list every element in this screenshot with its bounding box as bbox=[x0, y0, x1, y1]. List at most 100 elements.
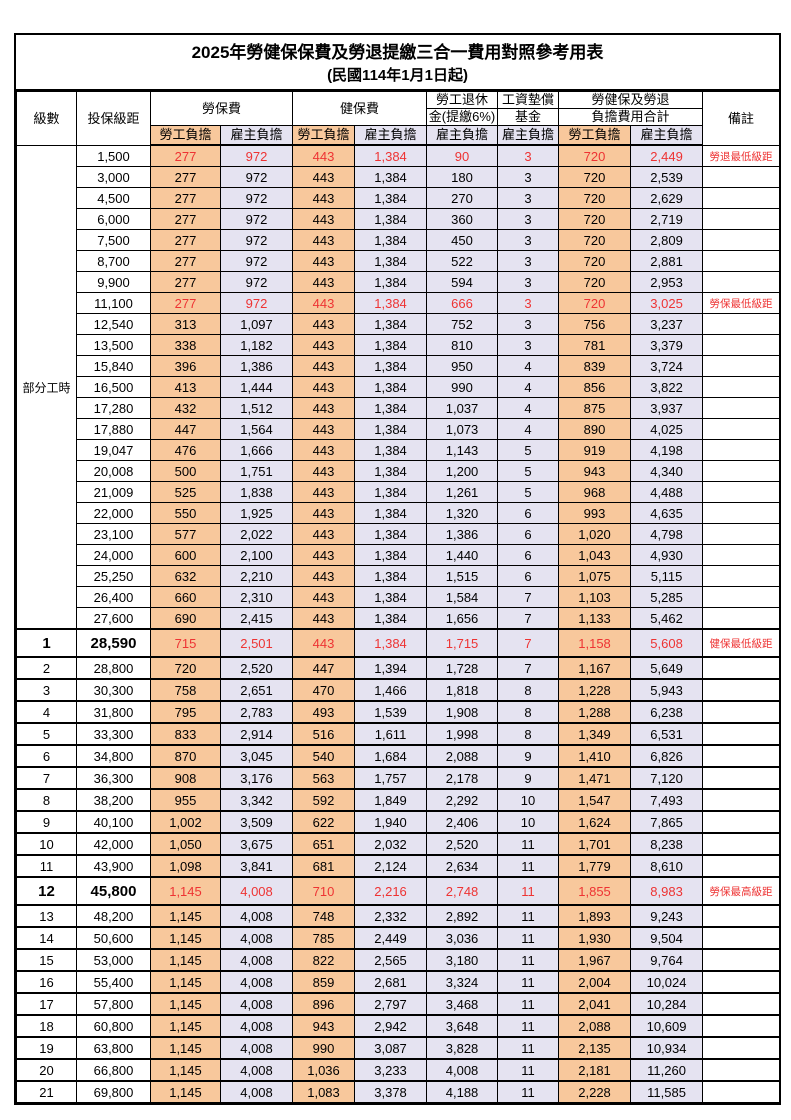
table-row: 11,100 277 972 443 1,384 666 3 720 3,025 勞保最低級距 bbox=[17, 292, 781, 315]
remark-cell bbox=[702, 1058, 781, 1082]
remark-cell bbox=[702, 355, 781, 378]
value-cell: 2,088 bbox=[426, 744, 499, 768]
value-cell: 9 bbox=[497, 744, 560, 768]
value-cell: 2,629 bbox=[630, 187, 704, 210]
value-cell: 10,934 bbox=[630, 1036, 704, 1060]
remark-cell bbox=[702, 904, 781, 928]
salary-bracket-cell: 12,540 bbox=[76, 313, 151, 336]
value-cell: 943 bbox=[558, 460, 632, 483]
value-cell: 720 bbox=[150, 656, 221, 680]
value-cell: 7,493 bbox=[630, 788, 704, 812]
table-row: 部分工時 1,500 277 972 443 1,384 90 3 720 2,449 勞退最低級距 bbox=[16, 144, 781, 630]
table-row: 18 60,800 1,145 4,008 943 2,942 3,648 11 2,088 10… bbox=[16, 1014, 781, 1038]
salary-bracket-cell: 26,400 bbox=[76, 586, 151, 609]
value-cell: 875 bbox=[558, 397, 632, 420]
value-cell: 2,942 bbox=[354, 1014, 428, 1038]
value-cell: 1,384 bbox=[354, 607, 428, 630]
value-cell: 1,145 bbox=[150, 970, 221, 994]
value-cell: 7 bbox=[497, 656, 560, 680]
salary-bracket-cell: 22,000 bbox=[76, 502, 151, 525]
value-cell: 11 bbox=[497, 832, 560, 856]
value-cell: 1,261 bbox=[426, 481, 499, 504]
value-cell: 1,818 bbox=[426, 678, 499, 702]
remark-cell bbox=[702, 1036, 781, 1060]
table-row: 5 33,300 833 2,914 516 1,611 1,998 8 1,349 6,531 bbox=[16, 722, 781, 746]
value-cell: 4,930 bbox=[630, 544, 704, 567]
value-cell: 1,133 bbox=[558, 607, 632, 630]
value-cell: 476 bbox=[150, 439, 221, 462]
remark-cell bbox=[702, 678, 781, 702]
level-cell: 3 bbox=[16, 678, 77, 702]
value-cell: 443 bbox=[292, 229, 356, 252]
value-cell: 3 bbox=[497, 313, 560, 336]
value-cell: 443 bbox=[292, 355, 356, 378]
value-cell: 4,008 bbox=[219, 948, 294, 972]
part-time-group-cell: 部分工時 bbox=[16, 144, 77, 630]
value-cell: 1,384 bbox=[354, 187, 428, 210]
value-cell: 1,564 bbox=[219, 418, 294, 441]
value-cell: 1,967 bbox=[558, 948, 632, 972]
value-cell: 950 bbox=[426, 355, 499, 378]
salary-bracket-cell: 15,840 bbox=[76, 355, 151, 378]
table-row: 24,000 600 2,100 443 1,384 1,440 6 1,043 4,930 bbox=[17, 544, 781, 567]
table-body: 部分工時 1,500 277 972 443 1,384 90 3 720 2,449 勞退最低級距… bbox=[16, 144, 781, 1104]
value-cell: 600 bbox=[150, 544, 221, 567]
value-cell: 2,881 bbox=[630, 250, 704, 273]
value-cell: 5,943 bbox=[630, 678, 704, 702]
value-cell: 720 bbox=[558, 292, 632, 315]
header-total-line2: 負擔費用合計 bbox=[558, 108, 704, 127]
value-cell: 632 bbox=[150, 565, 221, 588]
value-cell: 1,145 bbox=[150, 926, 221, 950]
value-cell: 443 bbox=[292, 187, 356, 210]
value-cell: 4,340 bbox=[630, 460, 704, 483]
value-cell: 516 bbox=[292, 722, 356, 746]
value-cell: 2,449 bbox=[630, 144, 704, 168]
value-cell: 839 bbox=[558, 355, 632, 378]
value-cell: 3,468 bbox=[426, 992, 499, 1016]
value-cell: 8,610 bbox=[630, 854, 704, 878]
value-cell: 622 bbox=[292, 810, 356, 834]
value-cell: 756 bbox=[558, 313, 632, 336]
value-cell: 525 bbox=[150, 481, 221, 504]
salary-bracket-cell: 17,280 bbox=[76, 397, 151, 420]
remark-cell bbox=[702, 970, 781, 994]
header-salary-bracket: 投保級距 bbox=[76, 91, 151, 146]
value-cell: 748 bbox=[292, 904, 356, 928]
value-cell: 3,378 bbox=[354, 1080, 428, 1104]
value-cell: 563 bbox=[292, 766, 356, 790]
value-cell: 2,539 bbox=[630, 166, 704, 189]
value-cell: 1,200 bbox=[426, 460, 499, 483]
value-cell: 1,849 bbox=[354, 788, 428, 812]
value-cell: 972 bbox=[219, 229, 294, 252]
salary-bracket-cell: 48,200 bbox=[76, 904, 151, 928]
value-cell: 443 bbox=[292, 397, 356, 420]
value-cell: 1,098 bbox=[150, 854, 221, 878]
value-cell: 1,050 bbox=[150, 832, 221, 856]
value-cell: 10,024 bbox=[630, 970, 704, 994]
salary-bracket-cell: 50,600 bbox=[76, 926, 151, 950]
remark-cell: 健保最低級距 bbox=[702, 628, 781, 658]
value-cell: 1,855 bbox=[558, 876, 632, 906]
value-cell: 3,828 bbox=[426, 1036, 499, 1060]
value-cell: 1,751 bbox=[219, 460, 294, 483]
value-cell: 2,520 bbox=[219, 656, 294, 680]
table-row: 16,500 413 1,444 443 1,384 990 4 856 3,822 bbox=[17, 376, 781, 399]
value-cell: 1,182 bbox=[219, 334, 294, 357]
value-cell: 1,838 bbox=[219, 481, 294, 504]
value-cell: 972 bbox=[219, 292, 294, 315]
remark-cell bbox=[702, 502, 781, 525]
value-cell: 6,826 bbox=[630, 744, 704, 768]
value-cell: 1,145 bbox=[150, 1058, 221, 1082]
value-cell: 1,384 bbox=[354, 397, 428, 420]
value-cell: 972 bbox=[219, 208, 294, 231]
value-cell: 1,228 bbox=[558, 678, 632, 702]
remark-cell bbox=[702, 766, 781, 790]
value-cell: 9,504 bbox=[630, 926, 704, 950]
page-title: 2025年勞健保保費及勞退提繳三合一費用對照參考用表 bbox=[191, 43, 604, 62]
value-cell: 2,228 bbox=[558, 1080, 632, 1104]
value-cell: 972 bbox=[219, 271, 294, 294]
value-cell: 180 bbox=[426, 166, 499, 189]
table-row: 7,500 277 972 443 1,384 450 3 720 2,809 bbox=[17, 229, 781, 252]
value-cell: 443 bbox=[292, 292, 356, 315]
value-cell: 470 bbox=[292, 678, 356, 702]
